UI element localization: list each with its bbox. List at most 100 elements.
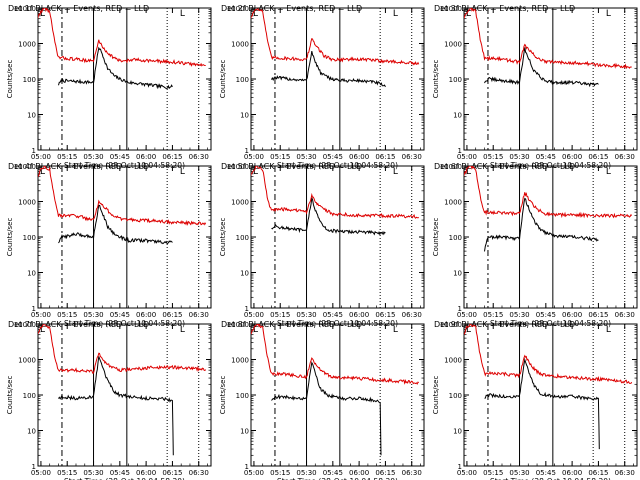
- corner-mark-left: L: [466, 167, 471, 177]
- y-tick-label: 1: [32, 305, 36, 313]
- corner-mark: L: [180, 9, 185, 19]
- chart-panel-5: Det 5f BLACK = Events, RED = LLDLL110100…: [219, 162, 425, 328]
- y-tick-label: 100: [449, 76, 462, 84]
- x-tick-label: 06:00: [349, 311, 369, 319]
- x-tick-label: 05:45: [536, 469, 556, 477]
- y-tick-label: 1000: [18, 41, 36, 49]
- y-tick-label: 1: [458, 147, 462, 155]
- x-tick-label: 05:30: [509, 311, 529, 319]
- x-tick-label: 05:00: [31, 153, 51, 161]
- corner-mark: L: [393, 325, 398, 335]
- chart-panel-7: Det 7f BLACK = Events, RED = LLDLL110100…: [6, 320, 212, 480]
- x-tick-label: 06:00: [136, 153, 156, 161]
- x-tick-label: 05:30: [296, 311, 316, 319]
- y-tick-label: 10: [27, 428, 36, 436]
- y-tick-label: 10000: [227, 163, 249, 171]
- y-axis-label: Counts/sec: [219, 60, 227, 99]
- lld-series-line: [38, 166, 207, 226]
- x-tick-label: 05:30: [296, 469, 316, 477]
- x-tick-label: 06:00: [562, 311, 582, 319]
- y-tick-label: 1: [32, 147, 36, 155]
- x-tick-label: 05:15: [270, 469, 290, 477]
- x-tick-label: 06:15: [588, 469, 608, 477]
- plot-frame: [37, 7, 212, 151]
- chart-panel-9: Det 9f BLACK = Events, RED = LLDLL110100…: [432, 320, 638, 480]
- x-tick-label: 05:30: [83, 153, 103, 161]
- x-tick-label: 05:30: [83, 311, 103, 319]
- y-tick-label: 10000: [440, 321, 462, 329]
- events-series-line: [271, 50, 386, 88]
- y-axis-label: Counts/sec: [6, 60, 14, 99]
- y-axis-label: Counts/sec: [219, 218, 227, 257]
- x-tick-label: 06:30: [189, 311, 209, 319]
- chart-panel-3: Det 3f BLACK = Events, RED = LLDLL110100…: [432, 4, 638, 170]
- plot-frame: [463, 7, 638, 151]
- x-tick-label: 06:30: [402, 153, 422, 161]
- chart-panel-2: Det 2f BLACK = Events, RED = LLDLL110100…: [219, 4, 425, 170]
- x-tick-label: 05:15: [483, 469, 503, 477]
- x-tick-label: 06:30: [402, 469, 422, 477]
- y-tick-label: 10000: [440, 5, 462, 13]
- y-tick-label: 10000: [440, 163, 462, 171]
- x-tick-label: 05:15: [483, 153, 503, 161]
- y-tick-label: 100: [23, 392, 36, 400]
- lld-series-line: [38, 8, 206, 67]
- y-tick-label: 100: [23, 234, 36, 242]
- x-tick-label: 05:00: [244, 153, 264, 161]
- x-tick-label: 05:00: [457, 469, 477, 477]
- x-tick-label: 05:00: [457, 153, 477, 161]
- x-tick-label: 06:15: [588, 311, 608, 319]
- y-tick-label: 1: [458, 305, 462, 313]
- y-tick-label: 10000: [14, 321, 36, 329]
- y-tick-label: 1000: [231, 41, 249, 49]
- corner-mark: L: [180, 325, 185, 335]
- x-tick-label: 05:00: [244, 469, 264, 477]
- x-tick-label: 05:45: [323, 153, 343, 161]
- x-tick-label: 06:15: [375, 469, 395, 477]
- y-tick-label: 10: [240, 112, 249, 120]
- plot-frame: [250, 323, 425, 467]
- y-tick-label: 100: [236, 234, 249, 242]
- x-tick-label: 05:15: [270, 311, 290, 319]
- events-series-line: [484, 357, 600, 450]
- lld-series-line: [251, 166, 419, 219]
- x-tick-label: 06:15: [588, 153, 608, 161]
- lld-series-line: [464, 8, 632, 70]
- events-series-line: [58, 46, 173, 90]
- y-axis-label: Counts/sec: [219, 376, 227, 415]
- corner-mark-left: L: [466, 9, 471, 19]
- y-tick-label: 1000: [231, 199, 249, 207]
- y-tick-label: 10: [27, 112, 36, 120]
- y-tick-label: 10: [27, 270, 36, 278]
- y-tick-label: 100: [236, 392, 249, 400]
- corner-mark: L: [606, 167, 611, 177]
- y-tick-label: 1: [245, 463, 249, 471]
- chart-panel-1: Det 1f BLACK = Events, RED = LLDLL110100…: [6, 4, 212, 170]
- corner-mark-left: L: [40, 325, 45, 335]
- x-tick-label: 06:00: [562, 153, 582, 161]
- x-tick-label: 05:00: [31, 311, 51, 319]
- corner-mark: L: [393, 9, 398, 19]
- x-tick-label: 06:00: [349, 153, 369, 161]
- x-tick-label: 05:15: [57, 469, 77, 477]
- y-tick-label: 10000: [14, 163, 36, 171]
- x-tick-label: 05:00: [457, 311, 477, 319]
- corner-mark: L: [606, 325, 611, 335]
- x-tick-label: 06:30: [615, 469, 635, 477]
- y-tick-label: 100: [23, 76, 36, 84]
- x-tick-label: 05:30: [509, 153, 529, 161]
- y-axis-label: Counts/sec: [6, 218, 14, 257]
- y-tick-label: 10: [453, 428, 462, 436]
- x-tick-label: 06:00: [349, 469, 369, 477]
- y-tick-label: 1: [245, 305, 249, 313]
- y-tick-label: 100: [236, 76, 249, 84]
- x-tick-label: 06:00: [136, 469, 156, 477]
- x-tick-label: 06:30: [189, 153, 209, 161]
- x-tick-label: 06:15: [375, 153, 395, 161]
- x-tick-label: 05:00: [244, 311, 264, 319]
- y-tick-label: 1000: [231, 357, 249, 365]
- corner-mark: L: [606, 9, 611, 19]
- x-tick-label: 05:45: [323, 469, 343, 477]
- x-tick-label: 06:15: [162, 469, 182, 477]
